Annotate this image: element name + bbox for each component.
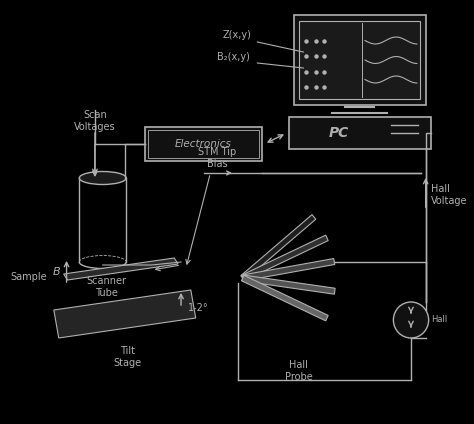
- Text: STM Tip
Bias: STM Tip Bias: [198, 148, 237, 169]
- Text: B: B: [53, 267, 61, 277]
- Polygon shape: [54, 290, 196, 338]
- Ellipse shape: [393, 302, 428, 338]
- Bar: [145, 127, 262, 161]
- Polygon shape: [241, 235, 328, 281]
- Text: Scan
Voltages: Scan Voltages: [74, 110, 116, 131]
- Text: Hall
Voltage: Hall Voltage: [430, 184, 467, 206]
- Bar: [289, 117, 430, 149]
- Text: 1-2°: 1-2°: [188, 303, 209, 313]
- Text: Hall: Hall: [431, 315, 448, 324]
- Polygon shape: [242, 259, 335, 281]
- Text: B₂(x,y): B₂(x,y): [217, 52, 250, 62]
- Polygon shape: [242, 275, 335, 294]
- Bar: [293, 15, 426, 105]
- Text: Z(x,y): Z(x,y): [223, 30, 252, 40]
- Text: Electronics: Electronics: [175, 139, 232, 149]
- Bar: [300, 21, 420, 99]
- Polygon shape: [241, 215, 316, 280]
- Text: PC: PC: [328, 126, 348, 140]
- Text: Hall
Probe: Hall Probe: [284, 360, 312, 382]
- Ellipse shape: [79, 171, 126, 184]
- Text: Sample: Sample: [10, 272, 47, 282]
- Text: Scanner
Tube: Scanner Tube: [87, 276, 127, 298]
- Text: Tilt
Stage: Tilt Stage: [113, 346, 141, 368]
- Bar: [148, 130, 259, 158]
- Polygon shape: [64, 258, 178, 280]
- Polygon shape: [241, 275, 328, 321]
